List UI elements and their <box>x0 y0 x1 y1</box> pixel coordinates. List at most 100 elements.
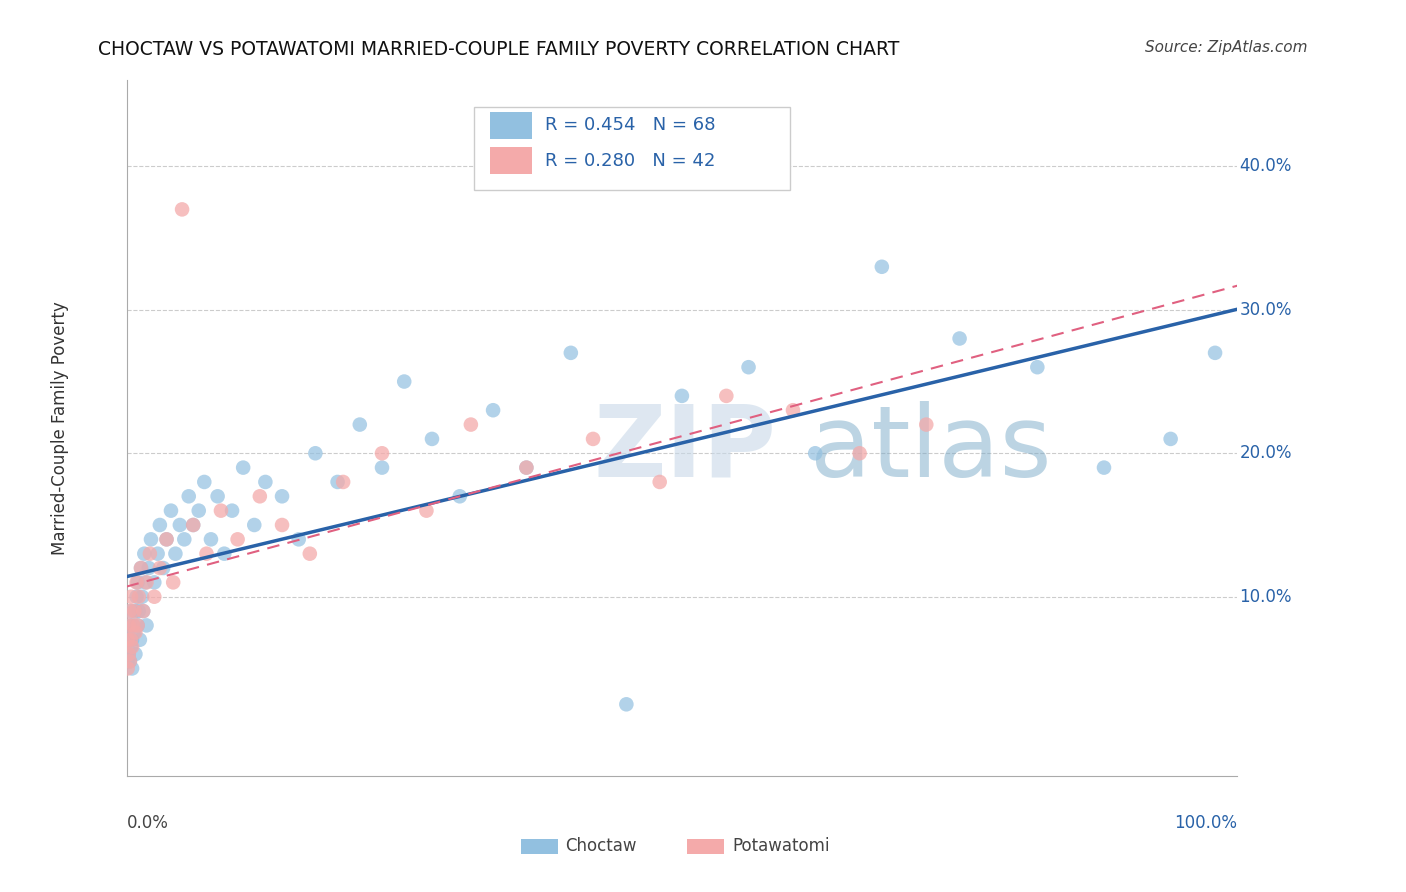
Point <box>181 518 204 533</box>
Point <box>128 590 150 604</box>
Point <box>449 489 471 503</box>
Point <box>135 575 157 590</box>
Point <box>349 417 371 432</box>
Point <box>118 654 141 668</box>
Text: 30.0%: 30.0% <box>1240 301 1292 318</box>
Point <box>125 590 148 604</box>
Point <box>915 417 938 432</box>
Text: R = 0.280   N = 42: R = 0.280 N = 42 <box>546 152 716 169</box>
Point <box>949 331 972 345</box>
Point <box>782 403 804 417</box>
Point <box>120 632 142 647</box>
Point <box>155 533 177 547</box>
Point <box>298 547 321 561</box>
Text: ZIP: ZIP <box>593 401 776 498</box>
Point <box>326 475 349 489</box>
Point <box>124 604 146 618</box>
Point <box>132 604 155 618</box>
Point <box>1092 460 1115 475</box>
Point <box>139 533 162 547</box>
Point <box>128 604 150 618</box>
Point <box>737 360 759 375</box>
Point <box>121 632 143 647</box>
Text: atlas: atlas <box>810 401 1052 498</box>
Text: Source: ZipAtlas.com: Source: ZipAtlas.com <box>1144 40 1308 55</box>
Point <box>155 533 177 547</box>
Text: R = 0.454   N = 68: R = 0.454 N = 68 <box>546 116 716 135</box>
Point <box>122 618 145 632</box>
Point <box>560 346 582 360</box>
Point <box>804 446 827 460</box>
Point <box>139 547 162 561</box>
Point <box>118 654 141 668</box>
Point <box>207 489 229 503</box>
Point <box>1026 360 1049 375</box>
Point <box>848 446 870 460</box>
Point <box>332 475 354 489</box>
Point <box>121 661 143 675</box>
Point <box>221 503 243 517</box>
Point <box>118 604 141 618</box>
Point <box>122 618 145 632</box>
Point <box>118 647 141 661</box>
Point <box>127 618 149 632</box>
Point <box>371 460 394 475</box>
Point <box>304 446 326 460</box>
Point <box>173 533 195 547</box>
Point <box>482 403 505 417</box>
Point <box>181 518 204 533</box>
Point <box>287 533 309 547</box>
Point <box>134 547 156 561</box>
Point <box>118 618 141 632</box>
Point <box>165 547 187 561</box>
Point <box>124 625 146 640</box>
Point <box>394 375 416 389</box>
Point <box>515 460 537 475</box>
Text: Potawatomi: Potawatomi <box>733 838 830 855</box>
Point <box>200 533 222 547</box>
Point <box>143 590 166 604</box>
Point <box>271 518 294 533</box>
Point <box>125 575 148 590</box>
Point <box>127 575 149 590</box>
Point <box>146 547 169 561</box>
Point <box>460 417 482 432</box>
Point <box>117 661 139 675</box>
Point <box>214 547 236 561</box>
FancyBboxPatch shape <box>489 147 531 174</box>
Point <box>420 432 443 446</box>
Point <box>120 604 142 618</box>
Point <box>515 460 537 475</box>
Point <box>152 561 174 575</box>
Point <box>143 575 166 590</box>
FancyBboxPatch shape <box>520 838 558 854</box>
Point <box>254 475 277 489</box>
Point <box>162 575 184 590</box>
Point <box>149 561 172 575</box>
FancyBboxPatch shape <box>688 838 724 854</box>
Text: 20.0%: 20.0% <box>1240 444 1292 462</box>
Point <box>671 389 693 403</box>
Text: 0.0%: 0.0% <box>127 814 169 832</box>
Point <box>127 618 149 632</box>
Point <box>1204 346 1226 360</box>
Text: CHOCTAW VS POTAWATOMI MARRIED-COUPLE FAMILY POVERTY CORRELATION CHART: CHOCTAW VS POTAWATOMI MARRIED-COUPLE FAM… <box>98 40 900 59</box>
Point <box>124 647 146 661</box>
Point <box>121 640 143 654</box>
Text: 10.0%: 10.0% <box>1240 588 1292 606</box>
Point <box>149 518 172 533</box>
Point <box>160 503 183 517</box>
Point <box>117 654 139 668</box>
Text: 100.0%: 100.0% <box>1174 814 1237 832</box>
Point <box>648 475 671 489</box>
FancyBboxPatch shape <box>489 112 531 138</box>
Point <box>209 503 232 517</box>
Point <box>124 625 146 640</box>
Point <box>371 446 394 460</box>
Point <box>193 475 215 489</box>
Text: Choctaw: Choctaw <box>565 838 637 855</box>
Point <box>226 533 249 547</box>
Point <box>716 389 738 403</box>
Text: 40.0%: 40.0% <box>1240 157 1292 176</box>
Point <box>582 432 605 446</box>
